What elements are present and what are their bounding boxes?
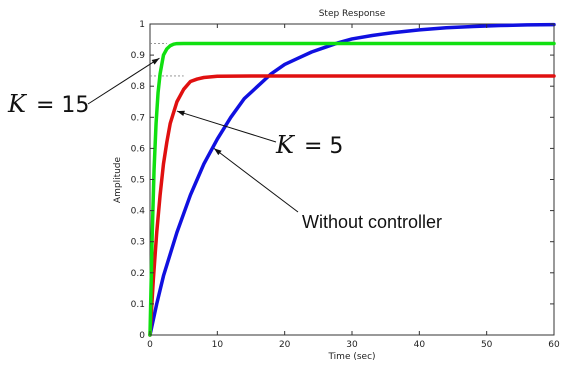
- y-tick-label: 0: [139, 331, 145, 341]
- y-axis-label: Amplitude: [113, 156, 123, 203]
- series-line-1: [148, 74, 556, 337]
- y-tick-label: 0.5: [131, 176, 145, 186]
- annotation-k15-lhs: K: [7, 90, 28, 118]
- y-tick-label: 0.9: [131, 51, 146, 61]
- annotation-k15-rhs: = 15: [36, 93, 89, 118]
- y-tick-label: 0.7: [131, 113, 145, 123]
- x-tick-label: 60: [548, 340, 560, 350]
- annotation-arrow-line: [87, 57, 160, 105]
- x-tick-label: 10: [212, 340, 224, 350]
- annotation-arrows: [87, 57, 299, 213]
- y-tick-label: 0.1: [131, 300, 145, 310]
- axis-ticks: 0 10 20 30 40 50 60 0 0.1 0.2 0.3 0.4 0.5 0.6 0.7 0.8 0.…: [131, 20, 560, 350]
- annotation-k5-lhs: K: [275, 131, 296, 159]
- reference-lines: [150, 43, 184, 77]
- x-axis-label: Time (sec): [327, 352, 375, 362]
- y-tick-label: 0.4: [131, 207, 146, 217]
- y-tick-label: 0.2: [131, 269, 145, 279]
- annotation-k5: K = 5: [275, 131, 343, 159]
- chart-title: Step Response: [319, 9, 386, 19]
- annotations: K = 15 K = 5 Without controller: [7, 57, 442, 232]
- y-tick-label: 0.8: [131, 82, 146, 92]
- x-tick-label: 20: [279, 340, 291, 350]
- y-tick-label: 0.3: [131, 238, 145, 248]
- annotation-arrow-line: [213, 148, 299, 213]
- axes-box: [149, 23, 555, 336]
- y-tick-label: 0.6: [131, 144, 146, 154]
- series-line-0: [148, 22, 556, 337]
- x-tick-label: 50: [481, 340, 493, 350]
- series-layer: [148, 22, 556, 337]
- plot-area: [149, 23, 555, 336]
- annotation-arrowhead: [151, 58, 160, 65]
- y-tick-label: 1: [139, 20, 145, 30]
- annotation-without-controller: Without controller: [302, 212, 442, 232]
- x-tick-label: 40: [414, 340, 426, 350]
- annotation-arrowhead: [213, 148, 222, 156]
- x-tick-label: 0: [147, 340, 153, 350]
- x-tick-label: 30: [346, 340, 358, 350]
- annotation-k5-rhs: = 5: [304, 134, 343, 159]
- annotation-k15: K = 15: [7, 90, 89, 118]
- annotation-arrow-line: [176, 110, 277, 143]
- series-line-2: [148, 41, 556, 337]
- annotation-arrowhead: [176, 110, 185, 116]
